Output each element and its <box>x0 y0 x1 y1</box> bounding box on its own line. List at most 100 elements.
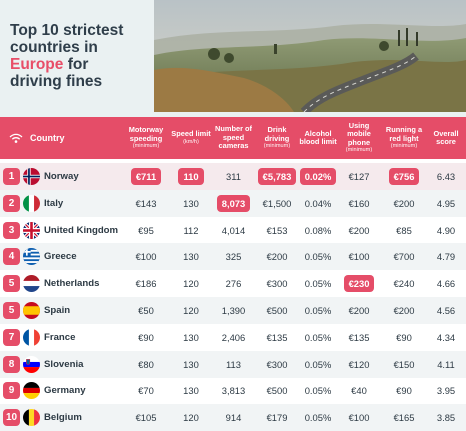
cell-value: 0.04% <box>304 197 332 209</box>
table-cell: €240 <box>380 270 428 297</box>
table-cell: €756 <box>380 163 428 190</box>
table-cell: €200 <box>380 297 428 324</box>
cell-value: 0.05% <box>304 251 332 263</box>
cell-value: 0.05% <box>304 278 332 290</box>
belgium-flag-icon <box>23 409 40 427</box>
table-cell: 276 <box>211 270 256 297</box>
cell-value: 1,390 <box>221 305 246 316</box>
table-cell: 130 <box>171 243 211 270</box>
cell-value: €160 <box>348 197 370 209</box>
cell-value: €50 <box>138 305 154 316</box>
table-cell: 2,406 <box>211 324 256 351</box>
table-cell: €90 <box>380 324 428 351</box>
table-cell: €500 <box>256 377 298 404</box>
table-cell: €127 <box>338 163 380 190</box>
cell-value: 4.66 <box>436 278 456 290</box>
france-flag-icon <box>23 328 40 346</box>
italy-flag-icon <box>23 194 40 212</box>
header-label: Alcohol blood limit <box>299 128 337 146</box>
table-cell: 4.56 <box>428 297 464 324</box>
rank-badge: 1 <box>3 168 20 185</box>
table-cell: 3.95 <box>428 377 464 404</box>
table-cell: 130 <box>171 377 211 404</box>
country-name: Norway <box>44 171 79 182</box>
cell-value: €143 <box>135 197 157 209</box>
header-unit: (minimum) <box>263 143 291 149</box>
country-name: United Kingdom <box>44 224 119 236</box>
table-cell: 120 <box>171 270 211 297</box>
table-cell: €100 <box>338 243 380 270</box>
cell-value: 2,406 <box>221 331 246 343</box>
cell-value: 0.02% <box>299 168 337 185</box>
table-cell: €300 <box>256 351 298 378</box>
table-row: 4 Greece €100 130 325 €200 0.05% €100 €700 4.79 <box>0 243 466 271</box>
table-cell: 120 <box>171 297 211 324</box>
table-cell: 0.05% <box>298 377 338 404</box>
cell-value: €165 <box>393 412 415 424</box>
table-cell: 6.43 <box>428 163 464 190</box>
title-line-3-rest: for <box>63 56 89 73</box>
cell-value: 120 <box>183 305 199 316</box>
spain-flag-icon <box>23 302 40 319</box>
table-cell: 4.11 <box>428 351 464 378</box>
infographic-title: Top 10 strictest countries in Europe for… <box>10 22 150 90</box>
table-row: 8 Slovenia €80 130 113 €300 0.05% €120 €150 4.11 <box>0 350 466 378</box>
cell-value: 0.05% <box>304 305 332 316</box>
cell-value: €120 <box>348 358 370 370</box>
cell-value: 0.05% <box>304 385 332 397</box>
table-row: 10 Belgium €105 120 914 €179 0.05% €100 €165 3.85 <box>0 404 466 431</box>
table-cell: 311 <box>211 163 256 190</box>
germany-flag-icon <box>23 382 40 400</box>
header-label: Motorway speeding <box>128 125 164 143</box>
country-name: Germany <box>44 385 86 397</box>
table-cell: €90 <box>380 377 428 404</box>
cell-value: €179 <box>266 412 288 424</box>
cell-value: 0.05% <box>304 331 332 343</box>
table-cell: €160 <box>338 190 380 217</box>
rank-badge: 5 <box>3 275 20 293</box>
table-cell: 110 <box>171 163 211 190</box>
table-cell: 4.34 <box>428 324 464 351</box>
title-line-2: countries in <box>10 39 98 56</box>
rank-badge: 7 <box>3 328 20 346</box>
country-name: Italy <box>44 197 64 209</box>
cell-value: €300 <box>266 278 288 290</box>
road-landscape-photo <box>154 0 466 112</box>
header-speed-cameras: Number of speed cameras <box>211 117 256 159</box>
table-cell: €100 <box>338 404 380 431</box>
table-cell: €153 <box>256 217 298 244</box>
cell-value: €186 <box>135 278 157 290</box>
header-label: Speed limit <box>171 129 211 139</box>
header-label: Using mobile phone <box>347 120 371 147</box>
rank-badge: 9 <box>3 382 20 400</box>
rank-badge: 5 <box>3 302 20 319</box>
country-name: France <box>44 331 76 343</box>
cell-value: €100 <box>348 251 370 263</box>
cell-value: €500 <box>266 385 288 397</box>
cell-value: €90 <box>396 331 412 343</box>
header-mobile-phone: Using mobile phone (minimum) <box>338 117 380 159</box>
table-cell: €500 <box>256 297 298 324</box>
hero-banner: Top 10 strictest countries in Europe for… <box>0 0 466 117</box>
cell-value: 3.95 <box>436 385 456 397</box>
table-cell: 914 <box>211 404 256 431</box>
table-cell: 113 <box>211 351 256 378</box>
table-row: 7 France €90 130 2,406 €135 0.05% €135 €90 4.34 <box>0 324 466 351</box>
header-label: Overall score <box>433 128 459 146</box>
cell-value: 130 <box>183 385 199 397</box>
title-accent-word: Europe <box>10 56 64 73</box>
table-cell: 0.04% <box>298 190 338 217</box>
cell-value: 914 <box>225 412 242 424</box>
header-country: Country <box>30 117 90 159</box>
cell-value: 130 <box>183 197 199 209</box>
table-cell: €200 <box>338 217 380 244</box>
rank-badge: 2 <box>3 194 20 212</box>
country-name: Spain <box>44 305 71 316</box>
header-unit: (minimum) <box>132 143 160 149</box>
cell-value: €200 <box>393 305 415 316</box>
table-header: Country Motorway speeding (minimum) Speed… <box>0 117 466 159</box>
cell-value: 4,014 <box>221 224 246 236</box>
table-cell: 130 <box>171 351 211 378</box>
table-row: 3 United Kingdom €95 112 4,014 €153 0.08% €200 €… <box>0 217 466 244</box>
table-cell: €700 <box>380 243 428 270</box>
